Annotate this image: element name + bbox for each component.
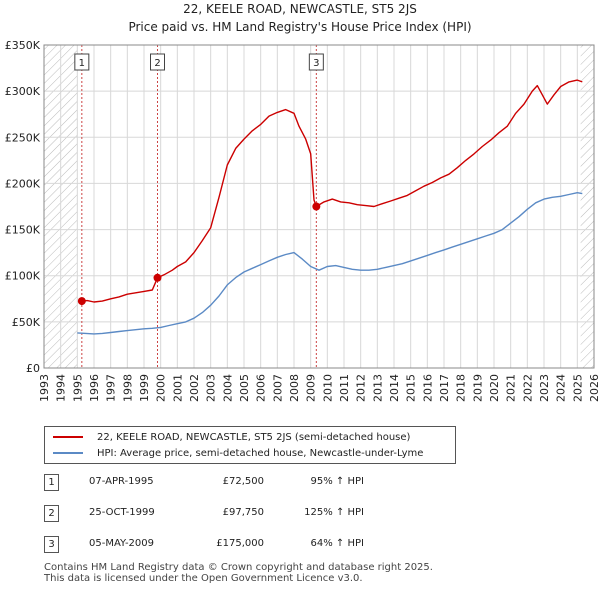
x-tick-label: 1994 [55, 374, 68, 402]
x-tick-label: 2021 [505, 374, 518, 402]
legend: 22, KEELE ROAD, NEWCASTLE, ST5 2JS (semi… [44, 426, 456, 464]
x-tick-label: 2025 [571, 374, 584, 402]
x-tick-label: 2002 [188, 374, 201, 402]
sale-point [312, 202, 321, 211]
sale-date: 07-APR-1995 [89, 476, 154, 487]
legend-swatch-hpi [53, 452, 83, 454]
footer: Contains HM Land Registry data © Crown c… [44, 562, 433, 584]
y-tick-label: £0 [26, 362, 40, 375]
plot-border [43, 44, 595, 369]
x-tick-label: 2019 [471, 374, 484, 402]
y-tick-label: £300K [5, 85, 41, 98]
chart-title: 22, KEELE ROAD, NEWCASTLE, ST5 2JS [183, 2, 417, 16]
sale-marker-label: 3 [313, 58, 319, 69]
x-tick-label: 1996 [88, 374, 101, 402]
x-tick-label: 1995 [71, 374, 84, 402]
x-tick-label: 2010 [321, 374, 334, 402]
sale-marker-label: 1 [79, 58, 85, 69]
sale-price: £175,000 [216, 538, 264, 549]
sale-hpi-change: 64% ↑ HPI [310, 538, 364, 549]
x-tick-label: 2011 [338, 374, 351, 402]
x-tick-label: 2017 [438, 374, 451, 402]
legend-label-hpi: HPI: Average price, semi-detached house,… [97, 447, 424, 459]
x-tick-label: 2000 [155, 374, 168, 402]
y-tick-label: £250K [5, 131, 41, 144]
sale-number: 1 [44, 474, 59, 491]
sale-hpi-change: 95% ↑ HPI [310, 476, 364, 487]
x-tick-label: 2013 [371, 374, 384, 402]
sale-number: 2 [44, 505, 59, 522]
sale-point [77, 297, 86, 306]
x-tick-label: 2016 [421, 374, 434, 402]
x-tick-label: 2020 [488, 374, 501, 402]
sale-date: 25-OCT-1999 [89, 507, 155, 518]
x-tick-label: 1993 [38, 374, 51, 402]
x-tick-label: 2003 [205, 374, 218, 402]
y-tick-label: £50K [12, 316, 41, 329]
x-tick-label: 2014 [388, 374, 401, 402]
sale-row: 2 25-OCT-1999 £97,750 125% ↑ HPI [44, 505, 464, 525]
y-tick-label: £150K [5, 224, 41, 237]
hatched-region [580, 45, 594, 368]
sale-marker-box [74, 53, 90, 71]
sale-marker-label: 2 [154, 58, 160, 69]
chart-subtitle: Price paid vs. HM Land Registry's House … [128, 20, 472, 34]
x-tick-label: 2009 [305, 374, 318, 402]
sale-point [153, 273, 162, 282]
x-tick-label: 2006 [255, 374, 268, 402]
x-tick-label: 2007 [271, 374, 284, 402]
sale-marker-box [150, 53, 165, 71]
sale-price: £97,750 [222, 507, 264, 518]
hpi-line [77, 192, 583, 335]
legend-item-hpi: HPI: Average price, semi-detached house,… [53, 446, 423, 460]
x-tick-label: 2001 [171, 374, 184, 402]
x-tick-label: 2024 [555, 374, 568, 402]
x-tick-label: 1999 [138, 374, 151, 402]
x-tick-label: 2018 [455, 374, 468, 402]
x-tick-label: 2015 [405, 374, 418, 402]
y-tick-label: £200K [5, 177, 41, 190]
sale-number: 3 [44, 536, 59, 553]
price-chart: 1 2 3 £0 £50K £100K £150K £200K £250K £300K £350K… [5, 39, 600, 402]
sale-date: 05-MAY-2009 [89, 538, 155, 549]
footer-licence: This data is licensed under the Open Gov… [44, 573, 363, 584]
y-tick-label: £100K [5, 270, 41, 283]
sale-marker-box [308, 53, 324, 71]
x-tick-label: 2008 [288, 374, 301, 402]
x-tick-label: 2022 [521, 374, 534, 402]
x-tick-label: 2005 [238, 374, 251, 402]
legend-swatch-property [53, 436, 83, 438]
x-tick-label: 2023 [538, 374, 551, 402]
footer-copyright: Contains HM Land Registry data © Crown c… [44, 562, 433, 573]
x-tick-label: 2012 [355, 374, 368, 402]
sale-price: £72,500 [222, 476, 264, 487]
legend-item-property: 22, KEELE ROAD, NEWCASTLE, ST5 2JS (semi… [53, 430, 410, 444]
sale-row: 1 07-APR-1995 £72,500 95% ↑ HPI [44, 474, 464, 494]
legend-label-property: 22, KEELE ROAD, NEWCASTLE, ST5 2JS (semi… [97, 431, 411, 443]
sale-hpi-change: 125% ↑ HPI [304, 507, 364, 518]
property-price-line [81, 79, 583, 303]
x-tick-label: 1997 [105, 374, 118, 402]
sale-row: 3 05-MAY-2009 £175,000 64% ↑ HPI [44, 536, 464, 556]
x-tick-label: 2026 [588, 374, 600, 402]
y-tick-label: £350K [5, 39, 41, 52]
x-tick-label: 2004 [221, 374, 234, 402]
x-tick-label: 1998 [121, 374, 134, 402]
